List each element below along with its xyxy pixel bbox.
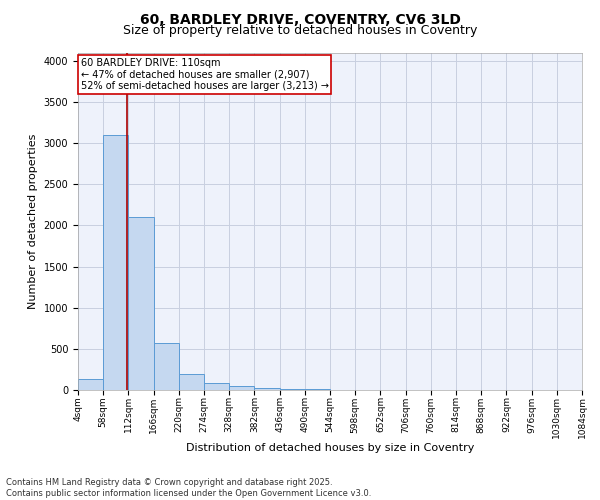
Bar: [103, 135, 128, 390]
Bar: [204, 384, 229, 390]
Text: Size of property relative to detached houses in Coventry: Size of property relative to detached ho…: [123, 24, 477, 37]
Text: Contains HM Land Registry data © Crown copyright and database right 2025.
Contai: Contains HM Land Registry data © Crown c…: [6, 478, 371, 498]
Bar: [179, 374, 204, 390]
Bar: [229, 386, 254, 390]
Bar: [280, 389, 305, 390]
Bar: [254, 388, 280, 390]
Y-axis label: Number of detached properties: Number of detached properties: [28, 134, 38, 309]
Bar: [154, 343, 179, 390]
Text: 60, BARDLEY DRIVE, COVENTRY, CV6 3LD: 60, BARDLEY DRIVE, COVENTRY, CV6 3LD: [140, 12, 460, 26]
Bar: [128, 217, 154, 390]
Bar: [78, 380, 103, 390]
Text: 60 BARDLEY DRIVE: 110sqm
← 47% of detached houses are smaller (2,907)
52% of sem: 60 BARDLEY DRIVE: 110sqm ← 47% of detach…: [80, 58, 329, 91]
X-axis label: Distribution of detached houses by size in Coventry: Distribution of detached houses by size …: [186, 442, 474, 452]
